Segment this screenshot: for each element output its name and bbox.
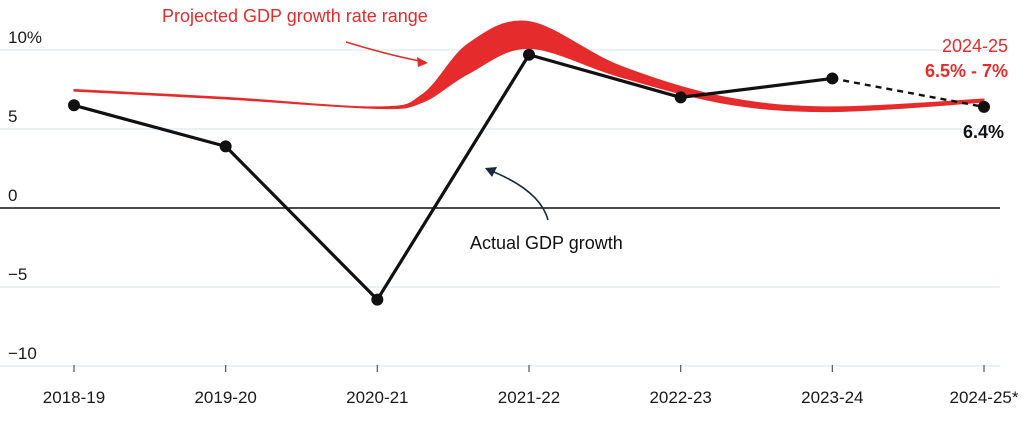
x-tick-label: 2021-22 bbox=[498, 388, 560, 407]
projected-range-area bbox=[73, 20, 985, 113]
x-tick-label: 2024-25* bbox=[949, 388, 1018, 407]
actual-growth-line bbox=[73, 53, 985, 302]
data-point bbox=[978, 100, 990, 113]
projected-range-label: Projected GDP growth rate range bbox=[162, 6, 428, 26]
y-tick-label: 5 bbox=[8, 107, 17, 126]
actual-growth-solid-line bbox=[73, 53, 833, 302]
final-range-label: 6.5% - 7% bbox=[925, 61, 1008, 81]
projected-range-band bbox=[73, 20, 985, 113]
data-point bbox=[68, 99, 80, 112]
data-point bbox=[826, 72, 839, 85]
actual-arrow bbox=[488, 169, 549, 221]
final-year-label: 2024-25 bbox=[942, 36, 1008, 56]
actual-growth-dashed-segment bbox=[832, 77, 985, 109]
x-tick-label: 2019-20 bbox=[194, 388, 256, 407]
projected-arrowhead bbox=[417, 57, 428, 67]
final-actual-label: 6.4% bbox=[963, 122, 1004, 142]
data-point bbox=[371, 293, 384, 306]
actual-growth-points bbox=[68, 48, 990, 306]
data-point bbox=[219, 140, 232, 153]
y-tick-label: 0 bbox=[8, 186, 17, 205]
x-tick-label: 2023-24 bbox=[801, 388, 863, 407]
y-tick-label: −10 bbox=[8, 344, 37, 363]
y-tick-label: 10% bbox=[8, 28, 42, 47]
actual-arrowhead bbox=[485, 167, 497, 177]
gridlines bbox=[0, 49, 1000, 367]
x-tick-label: 2020-21 bbox=[346, 388, 408, 407]
x-tick-label: 2022-23 bbox=[649, 388, 711, 407]
y-axis-ticks: 10% 5 0 −5 −10 bbox=[8, 28, 42, 363]
data-point bbox=[523, 48, 535, 61]
data-point bbox=[674, 91, 687, 104]
x-axis-ticks: 2018-19 2019-20 2020-21 2021-22 2022-23 2023-… bbox=[43, 365, 1019, 407]
x-tick-label: 2018-19 bbox=[43, 388, 105, 407]
projected-arrow bbox=[345, 41, 426, 63]
y-tick-label: −5 bbox=[8, 265, 27, 284]
actual-growth-label: Actual GDP growth bbox=[470, 233, 623, 253]
